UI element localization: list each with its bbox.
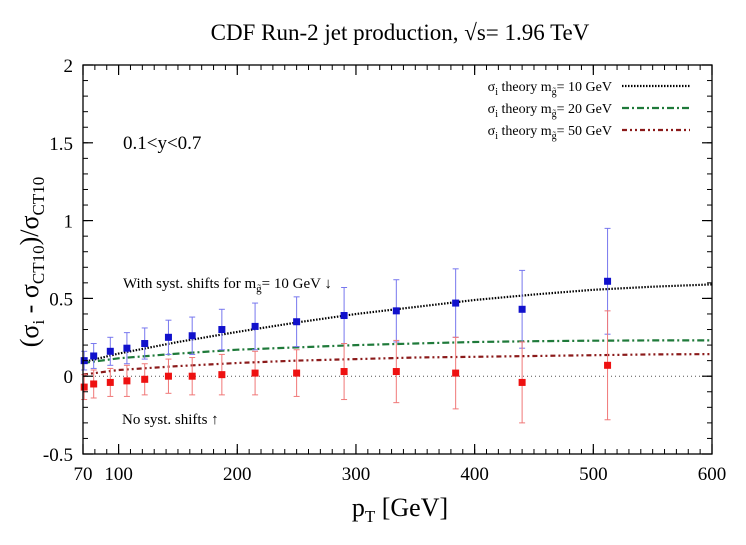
with-syst-point: [340, 312, 348, 320]
y-tick-label: 1: [64, 212, 74, 233]
region-label: 0.1<y<0.7: [123, 133, 201, 154]
no-syst-point: [106, 378, 114, 386]
legend-label: σi theory mg̃= 10 GeV: [488, 80, 612, 98]
chart-title: CDF Run-2 jet production, √s= 1.96 TeV: [211, 20, 590, 45]
legend: σi theory mg̃= 10 GeV σi theory mg̃= 20 G…: [488, 80, 690, 142]
with-syst-point: [518, 305, 526, 313]
legend-label: σi theory mg̃= 50 GeV: [488, 124, 612, 142]
no-syst-point: [123, 377, 131, 385]
with-syst-point: [106, 347, 114, 355]
y-tick-label: 0.5: [49, 289, 73, 310]
legend-label: σi theory mg̃= 20 GeV: [488, 102, 612, 120]
with-syst-point: [188, 332, 196, 340]
x-tick-label: 400: [460, 464, 489, 485]
y-tick-label: -0.5: [43, 445, 73, 466]
x-tick-label: 500: [579, 464, 608, 485]
x-tick-label: 300: [342, 464, 371, 485]
with-syst-point: [90, 352, 98, 360]
no-syst-point: [340, 368, 348, 376]
y-tick-label: 0: [64, 367, 74, 388]
no-syst-point: [188, 372, 196, 380]
with-syst-point: [123, 344, 131, 352]
no-syst-point: [90, 380, 98, 388]
no-syst-point: [80, 383, 88, 391]
x-axis-label: pT [GeV]: [352, 493, 448, 526]
no-syst-point: [452, 369, 460, 377]
no-syst-point: [518, 378, 526, 386]
no-syst-point: [604, 361, 612, 369]
x-tick-label: 600: [698, 464, 727, 485]
no-syst-point: [164, 372, 172, 380]
no-syst-point: [141, 375, 149, 383]
no-syst-annotation: No syst. shifts ↑: [122, 412, 219, 428]
plot-frame: [82, 64, 713, 455]
with-syst-point: [164, 333, 172, 341]
with-syst-point: [392, 307, 400, 315]
x-tick-label: 70: [74, 464, 93, 485]
with-syst-point: [251, 322, 259, 330]
x-tick-label: 200: [223, 464, 252, 485]
with-syst-point: [218, 326, 226, 334]
theory-curve-1: [82, 283, 713, 364]
with-syst-annotation: With syst. shifts for mg̃= 10 GeV ↓: [123, 276, 332, 295]
y-tick-label: 2: [64, 56, 74, 77]
x-tick-label: 100: [104, 464, 133, 485]
no-syst-point: [293, 369, 301, 377]
theory-curve-2: [82, 339, 712, 365]
no-syst-point: [218, 371, 226, 379]
with-syst-point: [293, 318, 301, 326]
no-syst-point: [251, 369, 259, 377]
plot-area: 70 100 200 300 400 500 600 -0.5 0 0.5 1 1.5 2: [43, 56, 726, 485]
with-syst-point: [604, 277, 612, 285]
y-axis-label: (σi - σCT10)/σCT10: [15, 177, 48, 347]
no-syst-point: [392, 368, 400, 376]
y-tick-label: 1.5: [49, 134, 73, 155]
with-syst-point: [452, 299, 460, 307]
with-syst-point: [141, 340, 149, 348]
